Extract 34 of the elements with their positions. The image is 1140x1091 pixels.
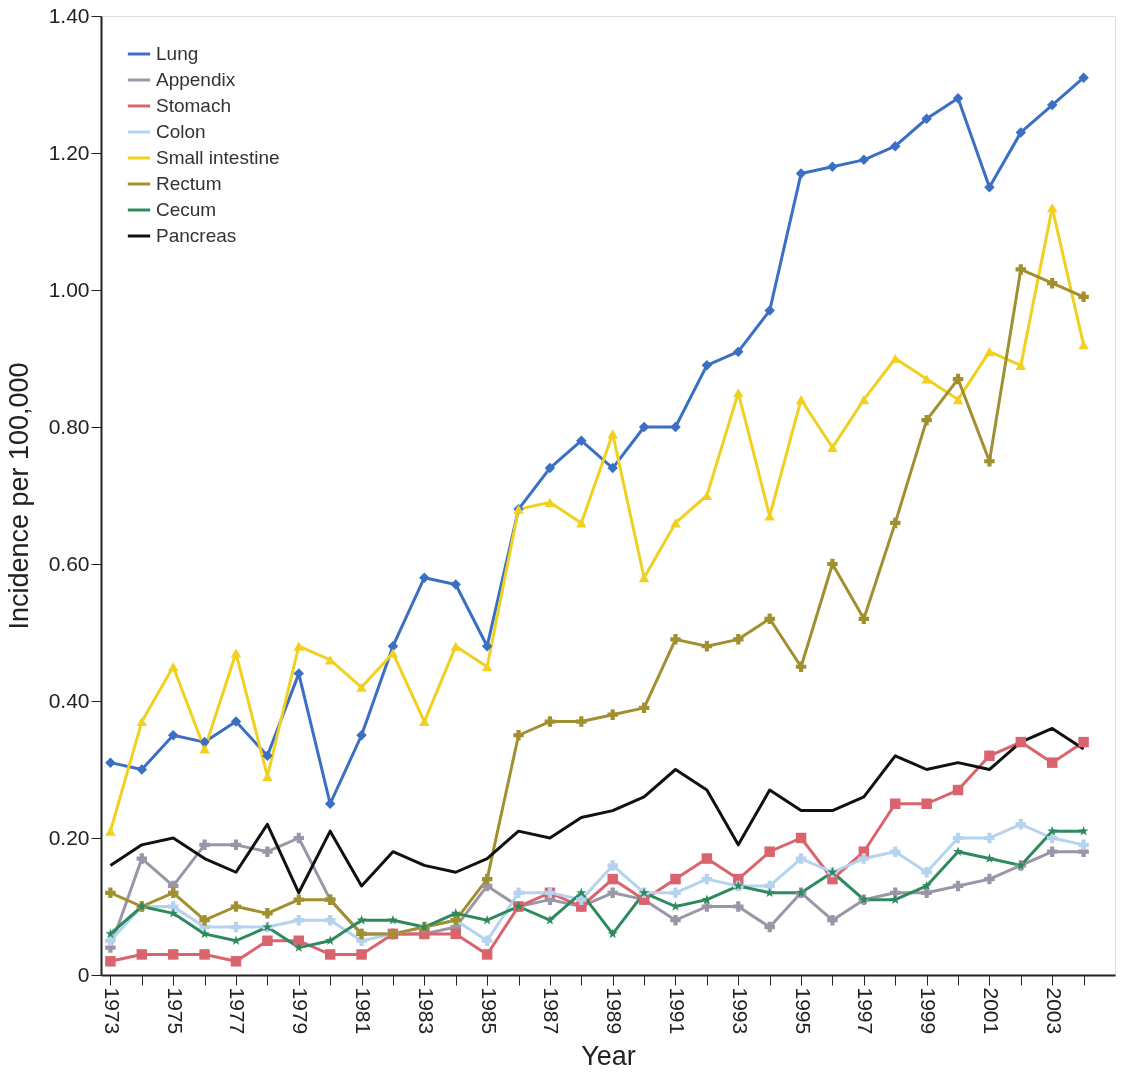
x-tick-label: 1995 <box>791 987 815 1035</box>
legend-label: Lung <box>156 43 199 64</box>
x-tick-label: 1983 <box>414 987 438 1035</box>
y-tick-label: 0.20 <box>48 825 90 849</box>
x-tick-label: 2003 <box>1042 987 1066 1035</box>
y-tick-label: 0.60 <box>48 551 90 575</box>
x-tick-label: 1973 <box>100 987 124 1035</box>
legend-label: Stomach <box>156 95 231 116</box>
legend-label: Colon <box>156 121 206 142</box>
legend-label: Rectum <box>156 173 222 194</box>
x-axis-title: Year <box>581 1041 636 1072</box>
x-tick-label: 1985 <box>477 987 501 1035</box>
x-tick-label: 2001 <box>979 987 1003 1035</box>
x-tick-label: 1991 <box>666 987 689 1035</box>
x-tick-label: 1993 <box>728 987 752 1035</box>
y-tick-label: 0.40 <box>48 688 90 712</box>
x-tick-label: 1981 <box>352 987 376 1035</box>
y-tick-label: 1.00 <box>48 277 90 301</box>
y-tick-label: 1.40 <box>48 3 90 27</box>
y-axis-title: Incidence per 100,000 <box>3 362 34 630</box>
legend-label: Appendix <box>156 69 236 90</box>
y-tick-label: 0.80 <box>48 414 90 438</box>
y-tick-label: 0 <box>77 962 90 986</box>
legend-label: Small intestine <box>156 147 280 168</box>
x-tick-label: 1989 <box>603 987 627 1035</box>
legend-label: Cecum <box>156 199 217 220</box>
x-tick-label: 1999 <box>917 987 941 1035</box>
x-tick-label: 1977 <box>226 987 250 1035</box>
x-tick-label: 1987 <box>540 987 564 1035</box>
legend-label: Pancreas <box>156 225 237 246</box>
x-tick-label: 1975 <box>163 987 187 1035</box>
x-tick-label: 1997 <box>854 987 878 1035</box>
y-tick-label: 1.20 <box>48 140 90 164</box>
x-tick-label: 1979 <box>289 987 313 1035</box>
